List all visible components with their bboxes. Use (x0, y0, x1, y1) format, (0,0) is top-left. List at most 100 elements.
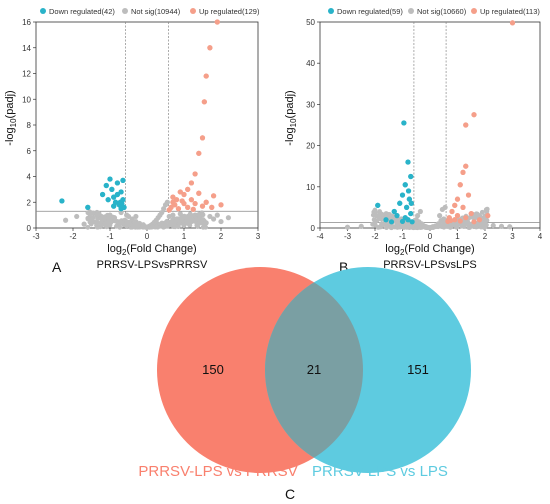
y-tick-label-a-3: 6 (27, 147, 32, 156)
point-a-s1-29 (159, 209, 165, 216)
point-top-b-s0-14 (399, 218, 406, 225)
legend-b-up-dot (471, 8, 477, 14)
notsig-cloud-point-b-237 (377, 209, 383, 214)
notsig-cloud-point-a-79 (90, 215, 96, 220)
x-tick-label-b-1: -3 (344, 232, 352, 241)
notsig-cloud-point-a-184 (85, 216, 91, 222)
point-top-b-s0-18 (405, 188, 412, 194)
notsig-cloud-point-a-241 (168, 222, 174, 228)
volcano-plot-a: Down regulated(42) Not sig(10944) Up reg… (4, 7, 261, 275)
notsig-cloud-point-b-255 (374, 218, 380, 224)
notsig-cloud-point-a-207 (190, 217, 196, 223)
point-top-a-s0-15 (105, 197, 111, 203)
venn-left-label: PRRSV-LPS vs PRRSV (138, 463, 297, 480)
y-tick-label-a-5: 10 (22, 95, 31, 104)
point-top-a-s2-27 (166, 207, 172, 213)
point-top-a-s2-0 (214, 19, 220, 25)
point-top-a-s2-22 (175, 206, 182, 212)
x-tick-label-b-2: -2 (371, 232, 379, 241)
legend-a-down-dot (40, 8, 46, 14)
panel-letter-a: A (52, 259, 62, 275)
plot-frame-a (35, 21, 259, 229)
point-top-a-s0-5 (109, 186, 115, 192)
y-tick-label-a-6: 12 (22, 70, 31, 79)
point-top-a-s0-10 (118, 189, 124, 195)
notsig-cloud-point-a-0 (85, 224, 91, 230)
point-top-a-s2-3 (201, 99, 207, 105)
x-tick-label-a-1: -2 (69, 232, 77, 241)
notsig-cloud-point-b-193 (484, 206, 490, 212)
notsig-cloud-point-a-222 (119, 220, 125, 226)
notsig-cloud-point-a-242 (143, 224, 149, 230)
legend-b-up-label: Up regulated(113) (480, 7, 540, 16)
point-top-a-s0-0 (59, 198, 65, 204)
point-top-b-s2-17 (463, 215, 469, 221)
x-axis-label-a: log2(Fold Change) (107, 243, 196, 257)
x-tick-label-b-3: -1 (399, 232, 407, 241)
legend-a-notsig-dot (122, 8, 128, 14)
notsig-cloud-point-b-246 (475, 211, 480, 217)
x-tick-label-b-7: 3 (510, 232, 515, 241)
venn-right-only-count: 151 (407, 362, 429, 377)
point-top-a-s2-9 (181, 191, 187, 198)
point-top-b-s2-19 (471, 219, 477, 225)
legend-b-down-label: Down regulated(59) (337, 7, 403, 16)
notsig-cloud-point-b-223 (462, 219, 468, 225)
point-top-b-s0-16 (388, 219, 395, 225)
point-a-s1-1 (74, 213, 80, 220)
notsig-cloud-point-a-254 (202, 223, 208, 229)
point-top-a-s2-26 (170, 199, 176, 205)
x-tick-label-b-6: 2 (483, 232, 488, 241)
notsig-cloud-point-a-256 (187, 214, 193, 220)
point-top-a-s2-6 (192, 171, 198, 177)
point-top-b-s2-21 (457, 218, 463, 224)
point-top-a-s2-4 (199, 135, 206, 141)
point-a-s1-45 (211, 216, 217, 222)
point-top-b-s0-17 (375, 202, 381, 208)
notsig-cloud-point-a-236 (113, 218, 119, 224)
notsig-cloud-point-a-239 (132, 222, 138, 228)
legend-b-notsig-dot (408, 8, 414, 14)
point-top-a-s2-23 (192, 200, 198, 207)
x-axis-label-b: log2(Fold Change) (385, 243, 474, 257)
notsig-cloud-point-a-230 (185, 221, 191, 227)
point-top-a-s2-11 (174, 197, 180, 203)
point-top-b-s2-12 (454, 213, 461, 219)
notsig-cloud-point-a-253 (90, 210, 96, 216)
legend-a-up-dot (190, 8, 196, 14)
x-tick-label-a-5: 2 (219, 232, 224, 241)
point-b-s1-34 (498, 223, 505, 229)
x-tick-label-b-4: 0 (428, 232, 433, 241)
point-a-s1-30 (161, 206, 167, 212)
point-top-a-s0-13 (120, 177, 126, 183)
point-top-b-s0-1 (405, 159, 411, 165)
y-tick-label-a-7: 14 (22, 44, 31, 53)
point-b-s1-9 (415, 213, 421, 219)
point-a-s1-2 (81, 221, 87, 227)
point-top-b-s0-4 (399, 192, 406, 198)
point-top-a-s2-20 (218, 202, 224, 208)
point-top-b-s2-8 (452, 202, 458, 208)
point-b-s1-23 (441, 216, 447, 222)
notsig-cloud-point-a-201 (105, 215, 111, 221)
legend-a-down-label: Down regulated(42) (49, 7, 115, 16)
point-top-b-s2-1 (471, 112, 477, 118)
point-top-a-s0-14 (111, 203, 117, 209)
volcano-plot-b: Down regulated(59) Not sig(10660) Up reg… (284, 7, 543, 275)
y-axis-label-b: -log10(padj) (284, 90, 298, 145)
venn-overlap (265, 267, 363, 473)
notsig-cloud-point-a-255 (199, 210, 205, 216)
legend-a-up-label: Up regulated(129) (199, 7, 260, 16)
notsig-cloud-point-a-226 (94, 222, 99, 228)
point-a-s1-0 (63, 217, 69, 223)
notsig-cloud-point-b-251 (394, 221, 400, 227)
point-top-b-s2-2 (463, 122, 469, 128)
point-top-a-s0-1 (85, 204, 91, 210)
x-tick-label-a-0: -3 (32, 232, 40, 241)
point-b-s1-33 (490, 222, 496, 229)
point-a-s1-51 (133, 213, 139, 220)
venn-right-label: PRRSV-LPS vs LPS (312, 463, 448, 480)
legend-b: Down regulated(59) Not sig(10660) Up reg… (328, 7, 540, 16)
